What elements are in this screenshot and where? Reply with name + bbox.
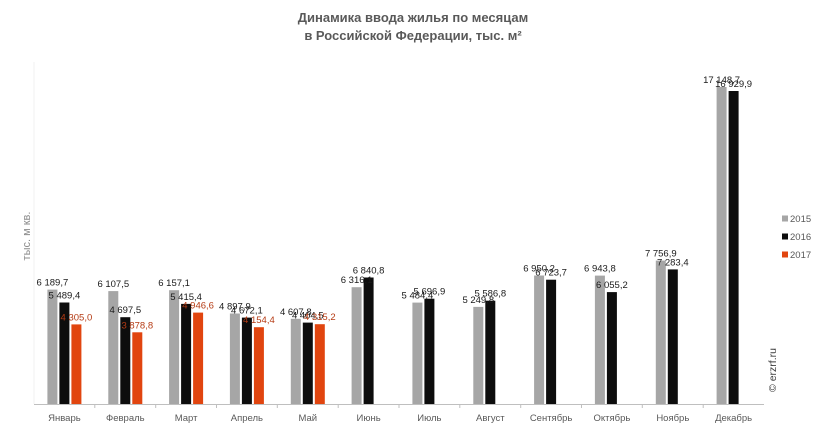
bar-2017-4 [253, 327, 264, 404]
data-label-2016-5: 4 404,5 [292, 311, 324, 322]
bar-2016-3 [181, 303, 192, 404]
bar-2016-6 [363, 277, 374, 404]
bar-2015-11 [655, 260, 666, 404]
y-axis-label: тыс. м кв. [21, 212, 33, 261]
x-tick-label-4: Апрель [231, 413, 263, 424]
data-label-2016-2: 4 697,5 [109, 305, 141, 316]
bar-2015-5 [290, 318, 301, 404]
data-label-2016-8: 5 586,8 [474, 289, 506, 300]
x-tick-label-7: Июль [417, 413, 441, 424]
data-label-2017-2: 3 878,8 [121, 320, 153, 331]
data-label-2015-3: 6 157,1 [158, 278, 190, 289]
x-tick-label-8: Август [476, 413, 505, 424]
data-label-2015-5: 4 607,8 [280, 307, 312, 318]
bar-2016-12 [728, 91, 739, 404]
data-label-2016-10: 6 055,2 [596, 280, 628, 291]
x-tick-label-3: Март [175, 413, 198, 424]
x-tick-label-2: Февраль [106, 413, 145, 424]
x-tick-layer: Январь Февраль Март Апрель Май Июнь Июль Август… [48, 404, 752, 424]
bar-2015-12 [716, 87, 727, 404]
bar-2015-6 [351, 287, 362, 404]
bar-2015-9 [534, 275, 545, 404]
legend-swatch-2016 [782, 233, 788, 240]
legend-swatch-2017 [782, 251, 788, 258]
bars-layer [47, 87, 739, 404]
bar-2017-5 [314, 324, 325, 404]
bar-2015-7 [412, 302, 423, 404]
legend-label-2016: 2016 [790, 232, 811, 243]
data-label-2015-6: 6 316,1 [341, 275, 373, 286]
legend-label-2017: 2017 [790, 250, 811, 261]
data-label-2015-9: 6 950,2 [523, 264, 555, 275]
chart-title: Динамика ввода жилья по месяцам [298, 10, 529, 25]
bar-2016-2 [120, 317, 131, 404]
x-tick-label-10: Октябрь [593, 413, 630, 424]
data-labels-layer: 6 189,7 5 489,4 4 305,0 6 107,5 4 697,5 3 878… [37, 75, 753, 331]
bar-2015-10 [594, 275, 605, 404]
data-label-2016-9: 6 723,7 [535, 268, 567, 279]
data-label-2016-11: 7 283,4 [657, 257, 689, 268]
bar-2016-8 [485, 300, 496, 404]
bar-2017-2 [132, 332, 143, 404]
data-label-2016-4: 4 672,1 [231, 306, 263, 317]
data-label-2015-7: 5 484,4 [402, 291, 434, 302]
bar-2017-1 [71, 324, 82, 404]
x-tick-label-12: Декабрь [715, 413, 752, 424]
data-label-2015-4: 4 897,9 [219, 302, 251, 313]
data-label-2016-6: 6 840,8 [353, 266, 385, 277]
legend: 2015 2016 2017 [782, 214, 811, 261]
data-label-2015-11: 7 756,9 [645, 249, 677, 260]
chart-subtitle: в Российской Федерации, тыс. м² [304, 28, 522, 43]
data-label-2016-3: 5 415,4 [170, 292, 202, 303]
x-tick-label-5: Май [298, 413, 317, 424]
x-tick-label-11: Ноябрь [656, 413, 689, 424]
bar-2015-4 [229, 313, 240, 404]
legend-swatch-2015 [782, 215, 788, 222]
watermark: © erzrf.ru [767, 348, 779, 392]
bar-2016-9 [546, 279, 557, 404]
bar-2016-5 [302, 322, 313, 404]
data-label-2016-12: 16 929,9 [715, 79, 752, 90]
data-label-2015-2: 6 107,5 [97, 279, 129, 290]
bar-2015-1 [47, 289, 58, 404]
data-label-2015-8: 5 249,8 [462, 295, 494, 306]
bar-2016-11 [667, 269, 678, 404]
x-tick-label-1: Январь [48, 413, 81, 424]
bar-2015-3 [169, 290, 180, 404]
data-label-2016-1: 5 489,4 [49, 291, 81, 302]
data-label-2015-1: 6 189,7 [37, 278, 69, 289]
bar-2015-2 [108, 291, 119, 404]
bar-2017-3 [193, 312, 204, 404]
x-tick-label-9: Сентябрь [530, 413, 573, 424]
data-label-2015-10: 6 943,8 [584, 264, 616, 275]
bar-2016-4 [241, 317, 252, 404]
data-label-2017-4: 4 154,4 [243, 315, 275, 326]
bar-2016-10 [606, 292, 617, 404]
bar-2015-8 [473, 306, 484, 404]
data-label-2017-1: 4 305,0 [61, 312, 93, 323]
data-label-2017-3: 4 946,6 [182, 301, 214, 312]
data-label-2015-12: 17 148,7 [703, 75, 740, 86]
bar-2016-1 [59, 302, 70, 404]
x-tick-label-6: Июнь [357, 413, 381, 424]
legend-label-2015: 2015 [790, 214, 811, 225]
data-label-2017-5: 4 315,2 [304, 312, 336, 323]
bar-2016-7 [424, 298, 435, 404]
data-label-2016-7: 5 696,9 [414, 287, 446, 298]
